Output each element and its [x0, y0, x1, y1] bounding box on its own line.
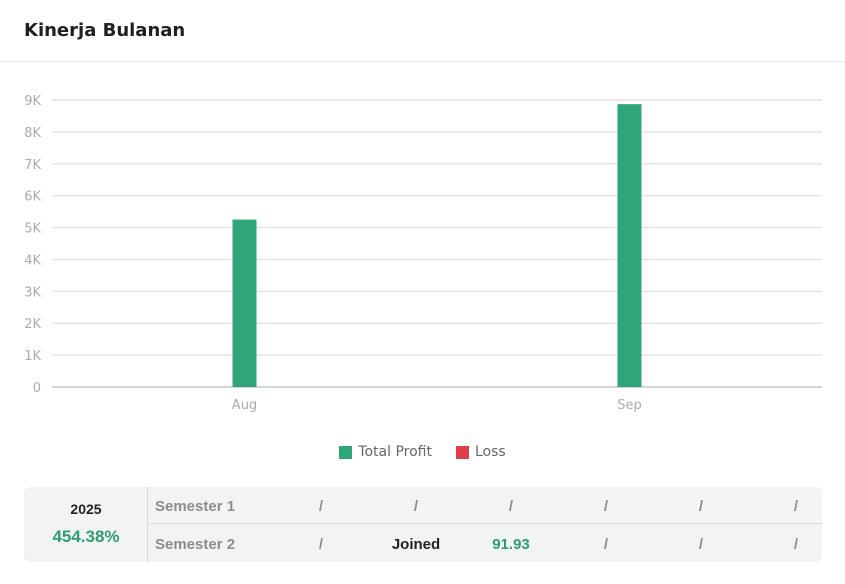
table-cell: /	[318, 536, 324, 553]
table-cell: /	[793, 536, 799, 553]
legend-swatch-loss	[455, 445, 469, 459]
bar-aug-total-profit	[232, 219, 257, 387]
table-cell: /	[413, 498, 419, 515]
legend-item-loss[interactable]: Loss	[455, 444, 506, 460]
legend-item-total-profit[interactable]: Total Profit	[339, 444, 432, 460]
y-tick-label: 1K	[24, 349, 41, 364]
bar-sep-total-profit	[617, 104, 642, 387]
page-title: Kinerja Bulanan	[24, 20, 186, 41]
table-cell: /	[603, 536, 609, 553]
table-row: Semester 1 / / / / / /	[148, 487, 822, 524]
table-cell-value: 91.93	[492, 536, 530, 553]
y-tick-label: 9K	[24, 94, 41, 109]
summary-year: 2025	[70, 501, 102, 517]
x-tick-label: Aug	[232, 398, 257, 413]
row-label: Semester 2	[155, 536, 236, 553]
y-tick-label: 6K	[24, 190, 41, 205]
table-cell: /	[698, 498, 704, 515]
row-label: Semester 1	[155, 498, 236, 515]
legend-swatch-profit	[339, 445, 353, 459]
table-cell: /	[508, 498, 514, 515]
chart-bars	[232, 104, 642, 387]
table-cell: /	[318, 498, 324, 515]
y-axis-ticks: 0 1K 2K 3K 4K 5K 6K 7K 8K 9K	[24, 94, 41, 396]
y-tick-label: 4K	[24, 253, 41, 268]
y-tick-label: 2K	[24, 317, 41, 332]
legend-label-loss: Loss	[474, 444, 506, 460]
chart-grid	[52, 99, 822, 388]
chart-legend: Total Profit Loss	[0, 444, 845, 460]
y-tick-label: 0	[33, 381, 41, 396]
summary-percent: 454.38%	[52, 527, 120, 546]
card-header: Kinerja Bulanan	[0, 0, 845, 62]
y-tick-label: 8K	[24, 126, 41, 141]
y-tick-label: 7K	[24, 158, 41, 173]
table-cell: /	[793, 498, 799, 515]
year-block: 2025 454.38%	[24, 487, 148, 562]
monthly-performance-chart: 0 1K 2K 3K 4K 5K 6K 7K 8K 9K Aug Sep	[24, 94, 822, 413]
table-cell: /	[603, 498, 609, 515]
x-axis-ticks: Aug Sep	[232, 398, 642, 413]
table-cell-joined: Joined	[391, 536, 441, 553]
x-tick-label: Sep	[617, 398, 642, 413]
yearly-summary-table: 2025 454.38% Semester 1 / / / / / / Seme…	[24, 487, 822, 562]
y-tick-label: 5K	[24, 222, 41, 237]
table-cell: /	[698, 536, 704, 553]
table-row: Semester 2 / Joined 91.93 / / /	[148, 525, 822, 562]
legend-label-total-profit: Total Profit	[358, 444, 432, 460]
y-tick-label: 3K	[24, 285, 41, 300]
